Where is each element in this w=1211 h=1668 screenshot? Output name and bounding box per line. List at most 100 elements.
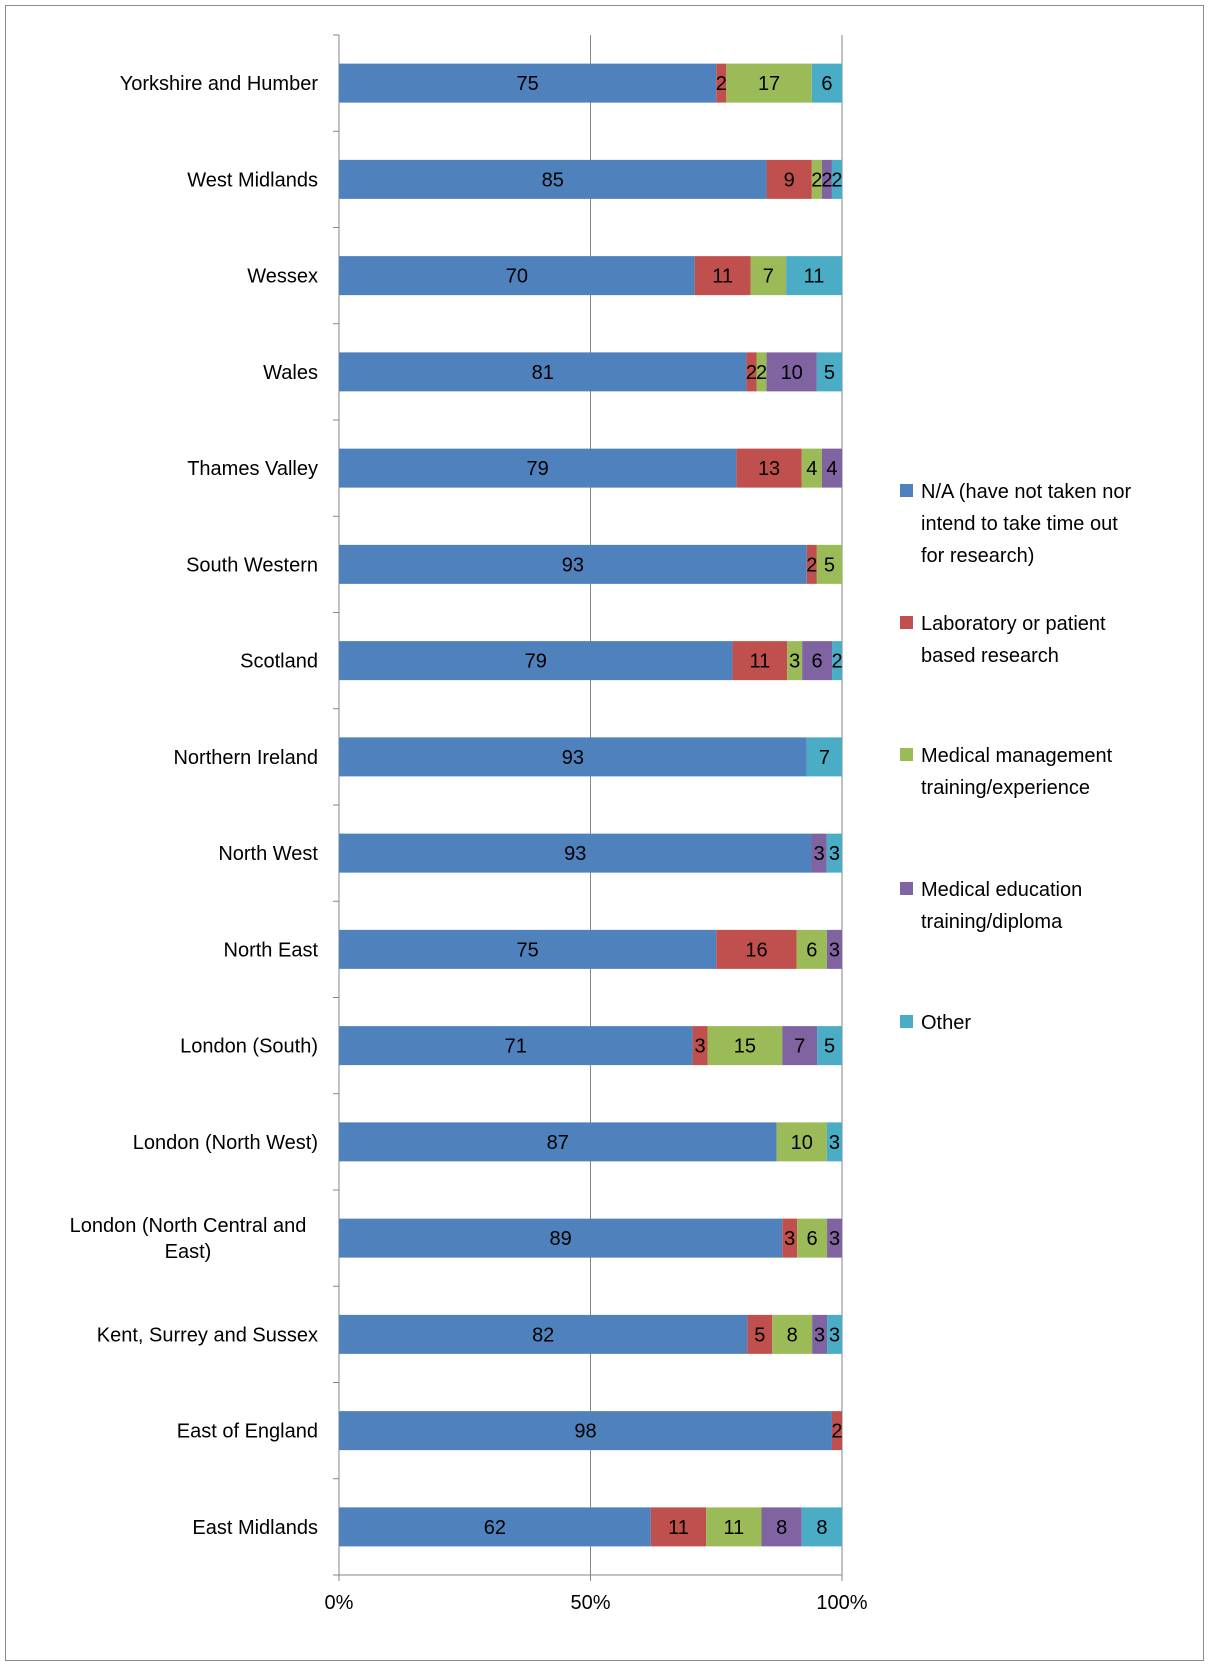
legend-label: Medical education training/diploma — [921, 874, 1176, 938]
legend-label-line: training/experience — [921, 772, 1176, 804]
data-label: 3 — [829, 939, 840, 961]
category-label: Wessex — [247, 266, 318, 288]
data-label: 3 — [829, 1132, 840, 1154]
category-label: East of England — [177, 1421, 318, 1443]
data-label: 11 — [723, 1517, 744, 1539]
legend-label-line: Medical management — [921, 740, 1176, 772]
data-label: 3 — [829, 1324, 840, 1346]
data-label: 4 — [806, 458, 817, 480]
data-label: 3 — [789, 651, 800, 673]
legend-label: Other — [921, 1007, 1176, 1039]
category-label: Northern Ireland — [173, 747, 318, 769]
legend-swatch — [900, 616, 913, 629]
legend-swatch — [900, 484, 913, 497]
data-label: 3 — [784, 1228, 795, 1250]
data-label: 4 — [826, 458, 837, 480]
category-label: North West — [218, 843, 318, 865]
data-label: 5 — [824, 1036, 835, 1058]
x-tick-label: 100% — [816, 1592, 867, 1614]
legend-item: Medical management training/experience — [900, 740, 1176, 804]
data-label: 7 — [794, 1036, 805, 1058]
data-label: 2 — [831, 169, 842, 191]
category-label: South Western — [186, 554, 318, 576]
category-label: Thames Valley — [187, 458, 318, 480]
data-label: 5 — [754, 1324, 765, 1346]
data-label: 93 — [562, 747, 584, 769]
data-label: 15 — [734, 1036, 756, 1058]
data-label: 6 — [806, 939, 817, 961]
data-label: 3 — [814, 1324, 825, 1346]
category-label: Kent, Surrey and Sussex — [97, 1324, 318, 1346]
data-label: 5 — [824, 554, 835, 576]
data-label: 2 — [831, 1421, 842, 1443]
legend-label-line: N/A (have not taken nor — [921, 476, 1176, 508]
legend-label: Medical management training/experience — [921, 740, 1176, 804]
data-label: 75 — [517, 73, 539, 95]
x-tick-labels: 0% 50% 100% — [325, 1592, 868, 1614]
legend-label-line: for research) — [921, 540, 1176, 572]
category-label: North East — [224, 939, 319, 961]
data-label: 98 — [574, 1421, 596, 1443]
data-label: 8 — [787, 1324, 798, 1346]
data-label: 71 — [505, 1036, 527, 1058]
category-label: Wales — [263, 362, 318, 384]
data-label: 3 — [829, 1228, 840, 1250]
data-label: 2 — [831, 651, 842, 673]
data-label: 93 — [562, 554, 584, 576]
category-label: Scotland — [240, 651, 318, 673]
data-label: 75 — [517, 939, 539, 961]
legend-label: N/A (have not taken nor intend to take ti… — [921, 476, 1176, 572]
data-label: 7 — [763, 266, 774, 288]
data-label: 2 — [756, 362, 767, 384]
x-tick-label: 50% — [570, 1592, 610, 1614]
data-label: 6 — [807, 1228, 818, 1250]
x-tick-label: 0% — [325, 1592, 354, 1614]
category-labels: Yorkshire and Humber West Midlands Wessex W… — [70, 73, 319, 1539]
legend-swatch — [900, 748, 913, 761]
data-label: 11 — [749, 651, 770, 673]
legend-item: Laboratory or patient based research — [900, 608, 1176, 672]
legend-item: Medical education training/diploma — [900, 874, 1176, 938]
data-label: 17 — [758, 73, 780, 95]
legend-swatch — [900, 1015, 913, 1028]
data-label: 5 — [824, 362, 835, 384]
data-label: 87 — [547, 1132, 569, 1154]
data-label: 11 — [712, 266, 733, 288]
data-label: 3 — [829, 843, 840, 865]
data-label: 8 — [816, 1517, 827, 1539]
data-label: 16 — [745, 939, 767, 961]
data-label: 79 — [527, 458, 549, 480]
data-label: 7 — [819, 747, 830, 769]
data-label: 9 — [784, 169, 795, 191]
category-label: Yorkshire and Humber — [120, 73, 319, 95]
data-label: 81 — [532, 362, 554, 384]
category-label: London (South) — [180, 1036, 318, 1058]
data-label: 6 — [812, 651, 823, 673]
category-label: East Midlands — [192, 1517, 318, 1539]
legend-item: Other — [900, 1007, 1176, 1039]
data-label: 2 — [806, 554, 817, 576]
legend-swatch — [900, 882, 913, 895]
category-label: London (North West) — [133, 1132, 318, 1154]
category-label-line: London (North Central and — [70, 1215, 307, 1237]
legend-label-line: Other — [921, 1007, 1176, 1039]
data-label: 70 — [506, 266, 528, 288]
data-label: 3 — [814, 843, 825, 865]
data-label: 3 — [695, 1036, 706, 1058]
data-label: 8 — [776, 1517, 787, 1539]
legend-label: Laboratory or patient based research — [921, 608, 1176, 672]
data-label: 79 — [525, 651, 547, 673]
data-label: 85 — [542, 169, 564, 191]
category-label: West Midlands — [187, 169, 318, 191]
legend-label-line: training/diploma — [921, 906, 1176, 938]
data-label: 6 — [821, 73, 832, 95]
data-label: 11 — [668, 1517, 689, 1539]
legend-item: N/A (have not taken nor intend to take ti… — [900, 476, 1176, 572]
data-label: 2 — [716, 73, 727, 95]
data-label: 10 — [781, 362, 803, 384]
data-label: 62 — [484, 1517, 506, 1539]
legend-label-line: intend to take time out — [921, 508, 1176, 540]
legend-label-line: Laboratory or patient — [921, 608, 1176, 640]
data-label: 89 — [549, 1228, 571, 1250]
